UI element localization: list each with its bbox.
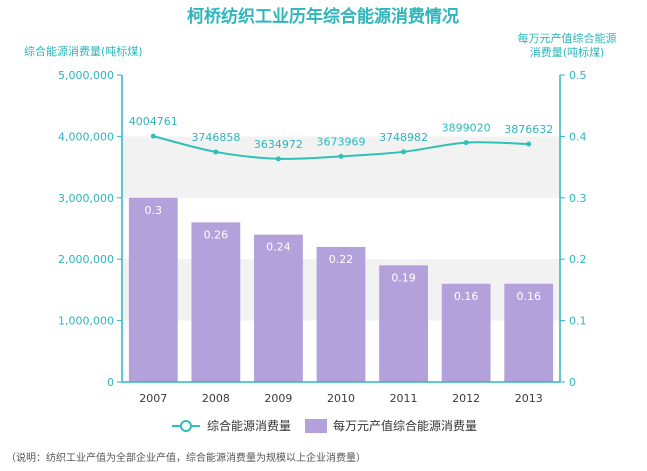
legend-line-marker xyxy=(180,420,192,432)
bar-series xyxy=(128,197,554,382)
bar xyxy=(379,265,428,382)
bar xyxy=(441,283,491,382)
left-tick-label: 3,000,000 xyxy=(58,192,114,205)
right-tick-label: 0.5 xyxy=(569,69,587,82)
line-series xyxy=(150,133,532,162)
data-labels: 0.3 0.26 0.24 0.22 0.19 0.16 0.16 4004761 374685… xyxy=(129,115,553,303)
line-data-label: 4004761 xyxy=(129,115,178,128)
left-axis-title: 综合能源消费量(吨标煤) xyxy=(24,44,143,58)
right-axis-title-line1: 每万元产值综合能源 xyxy=(518,31,617,45)
legend-bar-swatch xyxy=(305,419,327,433)
bar-data-label: 0.26 xyxy=(204,228,229,241)
left-tick-label: 4,000,000 xyxy=(58,130,114,143)
chart-title: 柯桥纺织工业历年综合能源消费情况 xyxy=(187,6,459,27)
line-data-label: 3746858 xyxy=(191,131,240,144)
axes: 2007 2008 2009 2010 2011 2012 2013 0 0 1,000,000 0… xyxy=(58,69,586,405)
right-tick-label: 0.1 xyxy=(569,315,587,328)
line-data-label: 3748982 xyxy=(379,131,428,144)
legend-bar-label: 每万元产值综合能源消费量 xyxy=(333,418,477,433)
x-tick-label: 2012 xyxy=(452,392,480,405)
right-tick-label: 0 xyxy=(569,376,576,389)
line-data-label: 3899020 xyxy=(442,122,491,135)
x-tick-label: 2010 xyxy=(327,392,355,405)
left-tick-label: 0 xyxy=(107,376,114,389)
left-tick-label: 2,000,000 xyxy=(58,253,114,266)
right-tick-label: 0.4 xyxy=(569,130,587,143)
right-tick-label: 0.2 xyxy=(569,253,587,266)
line-point xyxy=(526,141,532,147)
x-tick-label: 2013 xyxy=(515,392,543,405)
bar xyxy=(254,234,303,382)
bar-data-label: 0.3 xyxy=(145,204,163,217)
x-tick-label: 2008 xyxy=(202,392,230,405)
line-point xyxy=(150,133,156,139)
line-data-label: 3876632 xyxy=(504,123,553,136)
bar-data-label: 0.22 xyxy=(329,253,354,266)
line-data-label: 3634972 xyxy=(254,138,303,151)
x-tick-label: 2007 xyxy=(139,392,167,405)
bar xyxy=(316,246,366,382)
bar-data-label: 0.24 xyxy=(266,241,291,254)
footnote: （说明：纺织工业产值为全部企业产值，综合能源消费量为规模以上企业消费量） xyxy=(6,451,366,464)
left-tick-label: 5,000,000 xyxy=(58,69,114,82)
bar-data-label: 0.16 xyxy=(516,290,541,303)
bar xyxy=(191,222,241,382)
right-axis-title-line2: 消费量(吨标煤) xyxy=(530,45,605,59)
legend: 综合能源消费量 每万元产值综合能源消费量 xyxy=(172,418,477,433)
right-tick-label: 0.3 xyxy=(569,192,587,205)
line-point xyxy=(338,153,344,159)
x-tick-label: 2009 xyxy=(264,392,292,405)
legend-line-label: 综合能源消费量 xyxy=(207,418,291,433)
line-point xyxy=(401,149,407,155)
bar-data-label: 0.16 xyxy=(454,290,479,303)
line-data-label: 3673969 xyxy=(317,135,366,148)
bar xyxy=(128,197,178,382)
x-tick-label: 2011 xyxy=(390,392,418,405)
bar-data-label: 0.19 xyxy=(391,271,416,284)
left-tick-label: 1,000,000 xyxy=(58,315,114,328)
line-point xyxy=(213,149,219,155)
line-point xyxy=(463,140,469,146)
line-point xyxy=(275,156,281,162)
bar xyxy=(504,283,554,382)
